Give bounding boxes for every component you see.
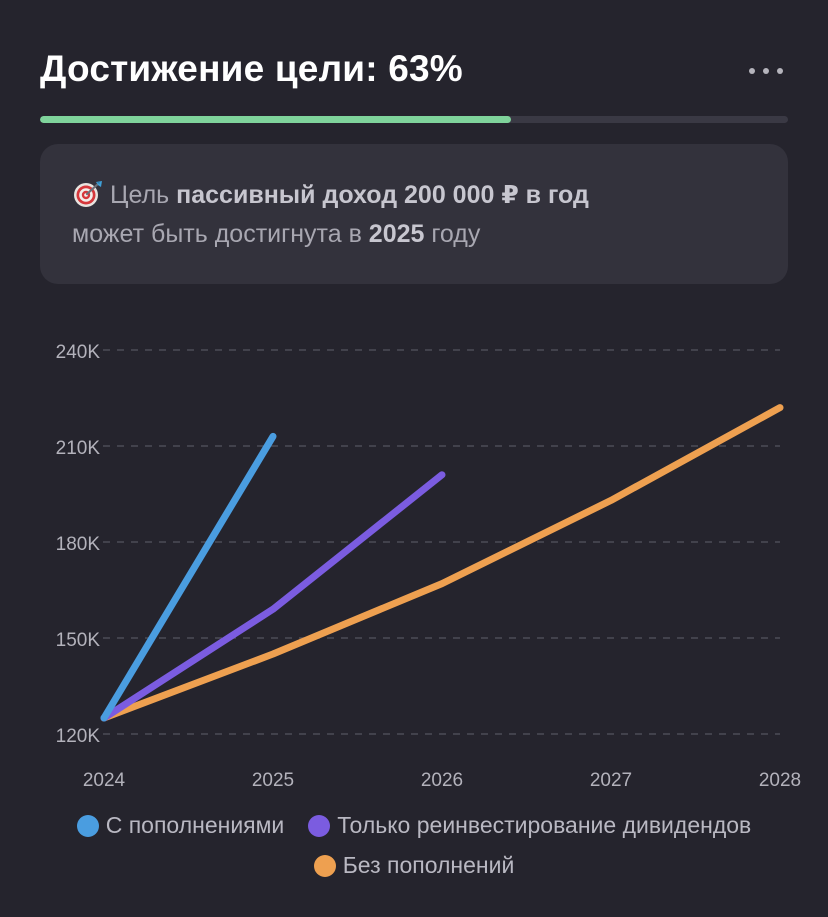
legend-label: Только реинвестирование дивидендов [337,812,752,838]
x-tick-label: 2027 [590,770,632,791]
x-tick-label: 2025 [252,770,294,791]
x-tick-label: 2026 [421,770,463,791]
more-horizontal-icon [749,68,755,74]
header: Достижение цели: 63% [40,48,788,98]
y-tick-label: 240K [56,342,101,363]
y-tick-label: 180K [56,534,101,555]
legend-item-with-deposits[interactable]: С пополнениями [76,812,285,839]
goal-name: пассивный доход 200 000 ₽ в год [176,181,589,209]
more-options-button[interactable] [744,58,788,84]
legend-row: Без пополнений [0,852,828,879]
chart-grid [103,349,780,735]
goal-line2-prefix: может быть достигнута в [72,220,369,248]
goal-prefix: Цель [110,181,177,209]
legend-color-dot [76,815,99,837]
y-tick-label: 150K [56,630,101,651]
goal-info-line-1: Цель пассивный доход 200 000 ₽ в год [72,180,589,210]
series-line [100,471,446,722]
goal-info-line-2: может быть достигнута в 2025 году [72,220,480,249]
legend-item-without-deposits[interactable]: Без пополнений [313,852,515,879]
x-tick-label: 2028 [759,770,801,791]
legend-label: С пополнениями [105,812,285,838]
more-horizontal-icon [777,68,783,74]
series-line [100,432,277,722]
legend-label: Без пополнений [342,852,515,878]
x-axis-tick-labels: 2024 2025 2026 2027 2028 [83,770,801,791]
page-title: Достижение цели: 63% [40,48,463,89]
goal-line2-suffix: году [424,220,481,248]
y-tick-label: 210K [56,438,101,459]
x-tick-label: 2024 [83,770,126,791]
y-tick-label: 120K [56,726,101,747]
goal-info-card: Цель пассивный доход 200 000 ₽ в год мож… [40,144,788,284]
legend-item-reinvest-dividends[interactable]: Только реинвестирование дивидендов [308,812,751,839]
legend-color-dot [313,855,336,877]
goal-progress-fill [40,116,512,123]
legend-color-dot [308,815,331,837]
y-axis-tick-labels: 120K 150K 180K 210K 240K [56,342,101,747]
goal-progress-bar [40,116,788,123]
more-horizontal-icon [763,68,769,74]
target-dart-icon [74,181,102,207]
chart-series [100,404,784,722]
chart-legend: С пополнениями Только реинвестирование ди… [0,806,828,896]
series-line [100,404,784,722]
goal-year: 2025 [368,220,425,248]
legend-row: С пополнениями Только реинвестирование ди… [0,812,828,839]
